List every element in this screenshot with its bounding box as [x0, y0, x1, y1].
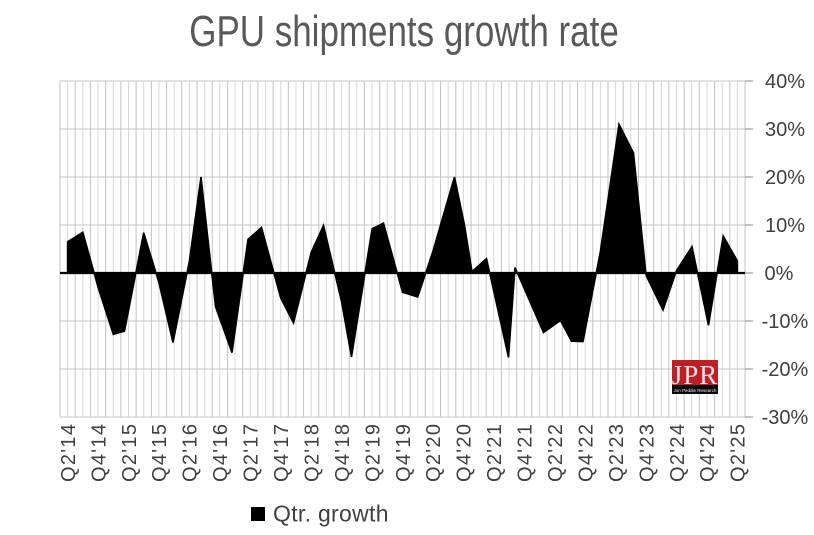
svg-text:0%: 0% [765, 263, 794, 285]
svg-text:Q4'22: Q4'22 [575, 423, 597, 482]
svg-text:Q4'23: Q4'23 [636, 423, 658, 482]
svg-text:10%: 10% [765, 215, 805, 237]
svg-text:Q4'19: Q4'19 [393, 423, 415, 482]
svg-text:20%: 20% [765, 167, 805, 189]
svg-text:Q4'16: Q4'16 [210, 423, 232, 482]
svg-text:40%: 40% [765, 71, 805, 93]
svg-text:Q2'20: Q2'20 [423, 423, 445, 482]
svg-text:-20%: -20% [762, 359, 809, 381]
svg-text:Q2'18: Q2'18 [301, 423, 323, 482]
svg-text:Q4'18: Q4'18 [332, 423, 354, 482]
svg-text:Q4'15: Q4'15 [149, 423, 171, 482]
svg-text:Qtr. growth: Qtr. growth [273, 501, 389, 527]
svg-text:Q2'15: Q2'15 [119, 423, 141, 482]
svg-text:30%: 30% [765, 119, 805, 141]
svg-text:Q4'20: Q4'20 [454, 423, 476, 482]
svg-text:Q2'21: Q2'21 [484, 423, 506, 482]
svg-text:-10%: -10% [762, 311, 809, 333]
svg-text:Q2'25: Q2'25 [728, 423, 750, 482]
svg-text:GPU shipments growth rate: GPU shipments growth rate [189, 7, 619, 56]
svg-text:Q4'21: Q4'21 [515, 423, 537, 482]
svg-text:Q2'19: Q2'19 [362, 423, 384, 482]
svg-text:Q2'22: Q2'22 [545, 423, 567, 482]
svg-text:Q2'16: Q2'16 [180, 423, 202, 482]
svg-text:Q2'24: Q2'24 [667, 423, 689, 482]
svg-text:JPR: JPR [672, 360, 719, 390]
svg-text:Q2'17: Q2'17 [241, 423, 263, 482]
svg-text:Q4'14: Q4'14 [88, 423, 110, 482]
svg-text:Q4'17: Q4'17 [271, 423, 293, 482]
svg-text:-30%: -30% [762, 407, 809, 429]
svg-text:Q2'23: Q2'23 [606, 423, 628, 482]
svg-text:Jon Peddie Research: Jon Peddie Research [673, 388, 717, 393]
svg-text:Q2'14: Q2'14 [58, 423, 80, 482]
svg-text:Q4'24: Q4'24 [697, 423, 719, 482]
